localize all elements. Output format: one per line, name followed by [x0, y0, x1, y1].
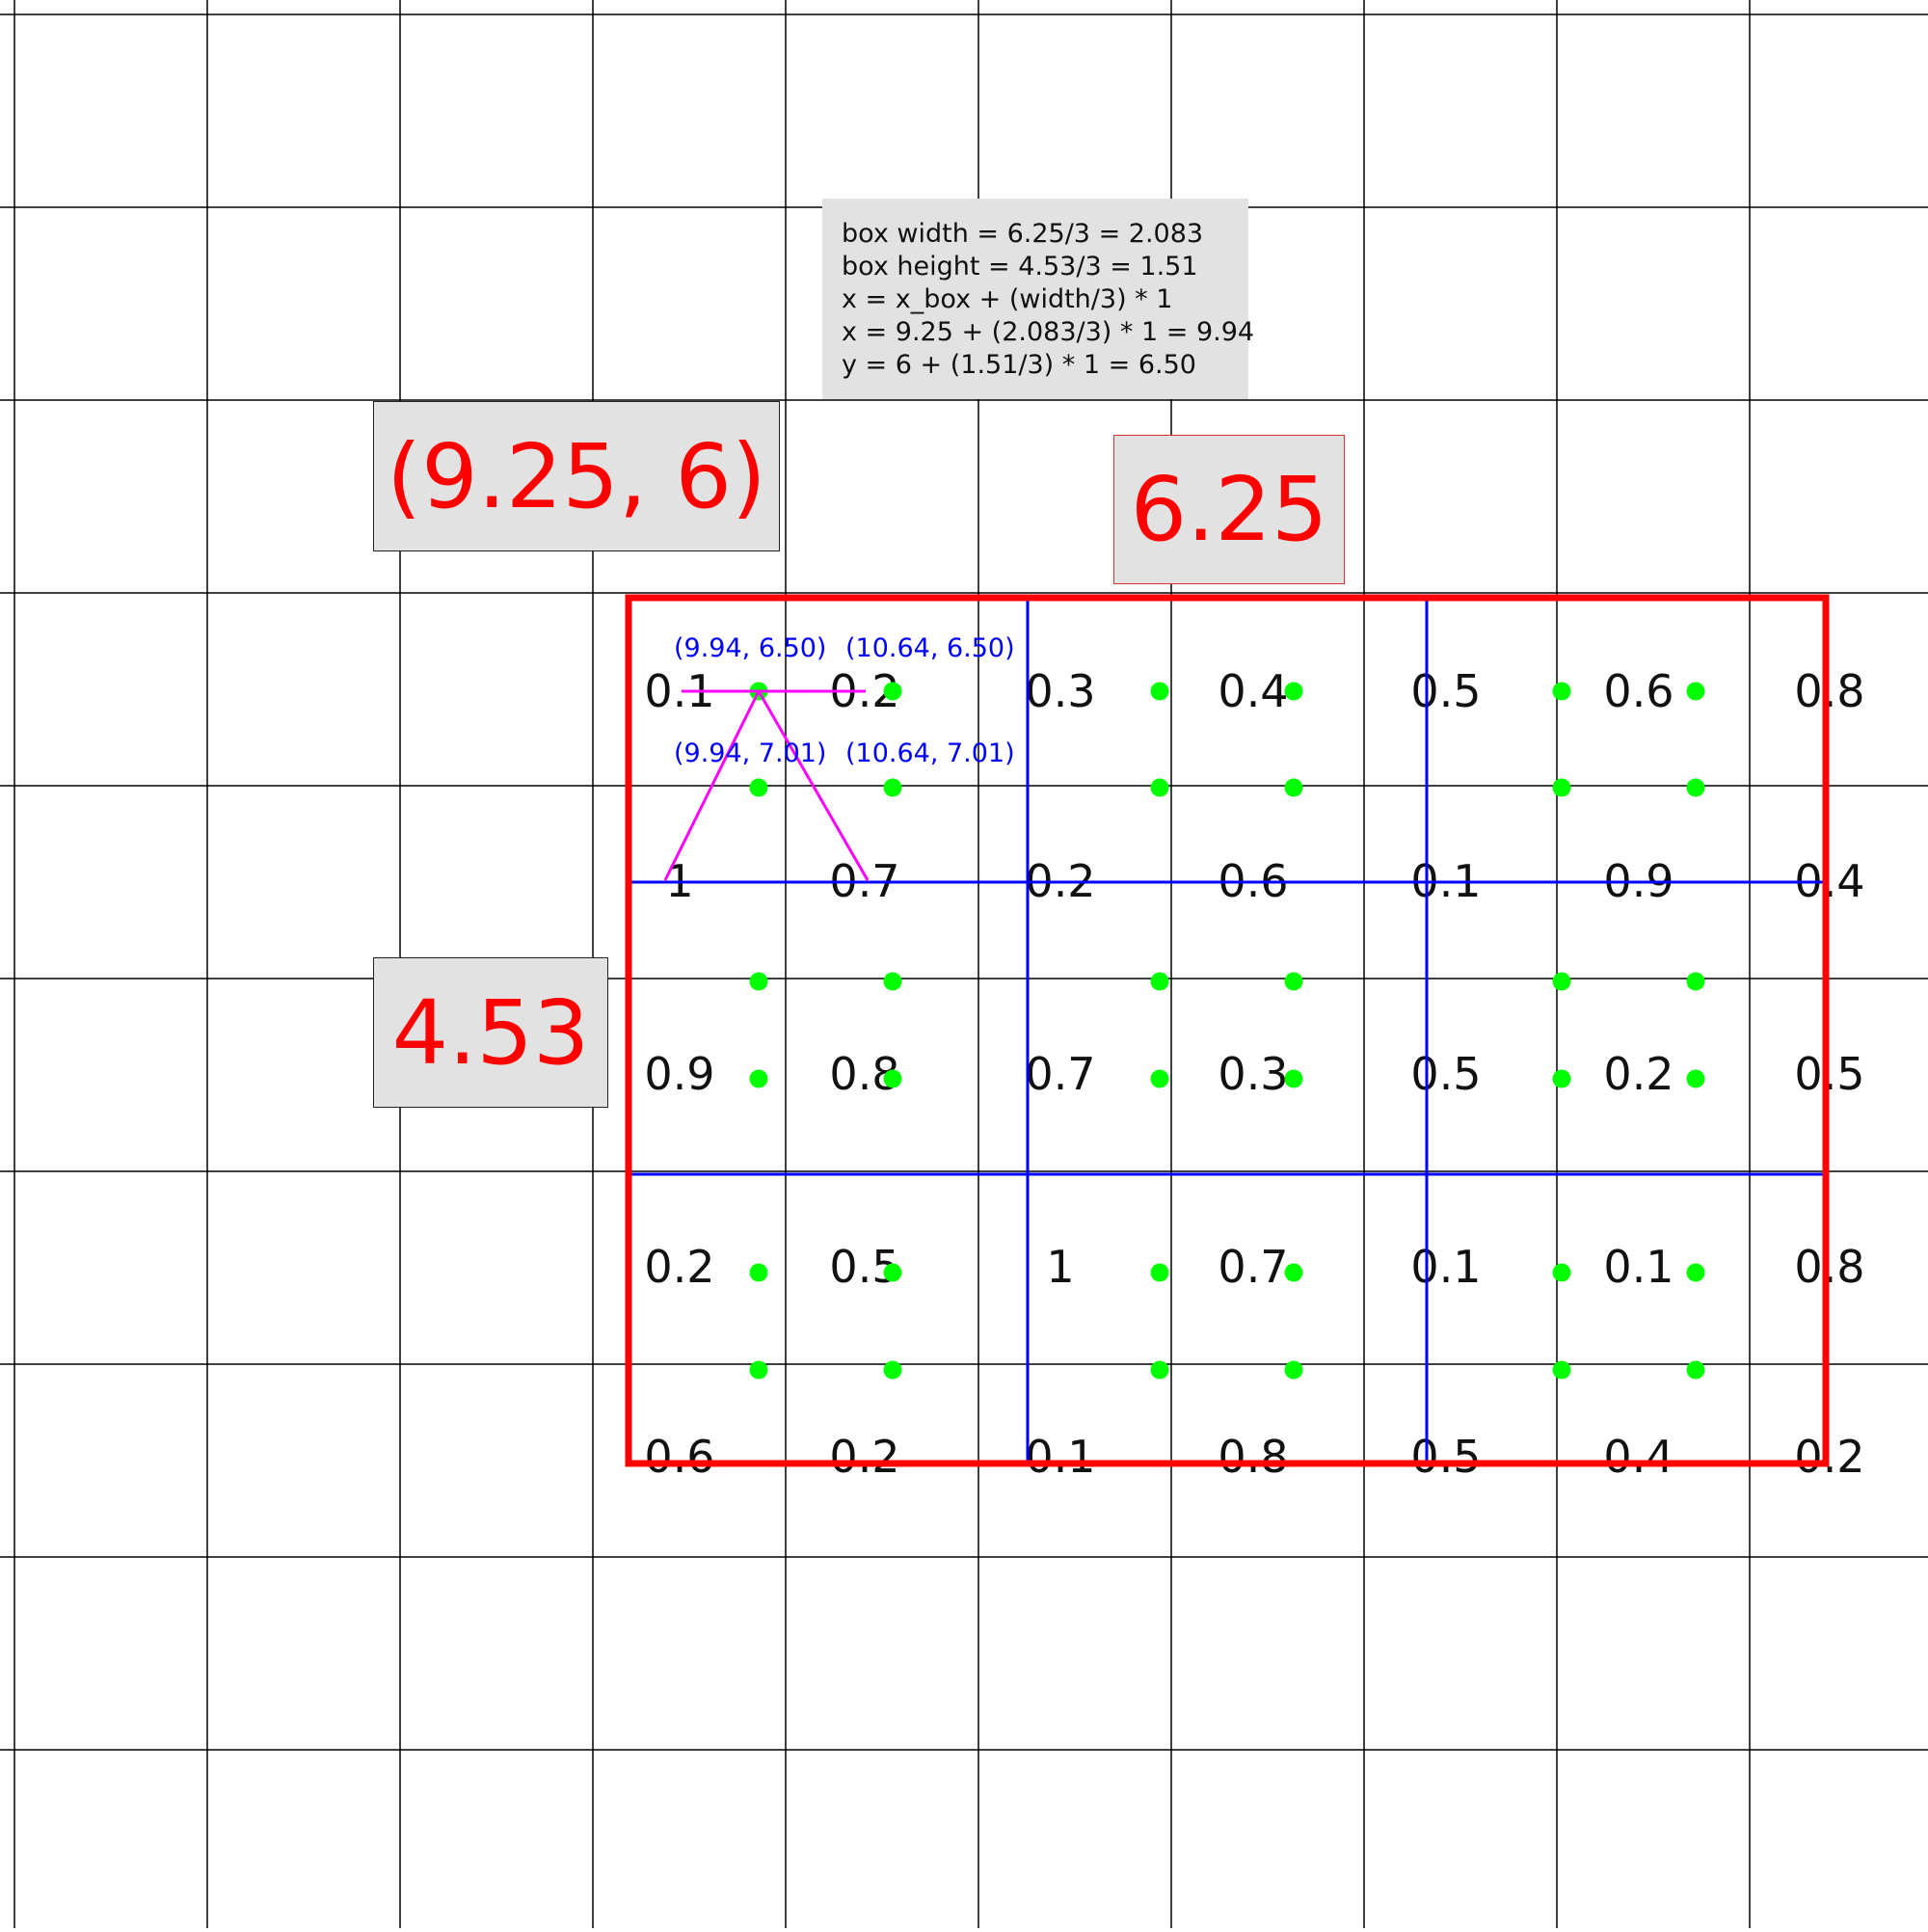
feature-value: 0.5: [1410, 665, 1481, 717]
feature-value: 0.5: [1410, 1048, 1481, 1100]
feature-value: 0.2: [1794, 1431, 1864, 1483]
sample-point: [1686, 1263, 1705, 1282]
sample-point: [1552, 778, 1571, 797]
interpolation-line: [757, 690, 870, 881]
feature-value: 0.6: [1603, 665, 1674, 717]
sample-point-coordinate: (10.64, 6.50): [845, 633, 1015, 663]
sample-point: [883, 972, 902, 991]
interpolation-line: [663, 690, 761, 881]
formula-line: box width = 6.25/3 = 2.083: [842, 219, 1204, 249]
formula-line: x = 9.25 + (2.083/3) * 1 = 9.94: [842, 317, 1255, 347]
roi-box: [625, 594, 1830, 1467]
feature-value: 0.8: [1218, 1431, 1288, 1483]
feature-value: 0.4: [1218, 665, 1288, 717]
sample-point: [1150, 1263, 1169, 1282]
feature-value: 0.3: [1025, 665, 1095, 717]
sample-point: [749, 1069, 768, 1088]
sample-point: [1150, 682, 1169, 701]
sample-point: [883, 778, 902, 797]
formula-line: x = x_box + (width/3) * 1: [842, 284, 1173, 314]
feature-value: 0.2: [829, 1431, 899, 1483]
sample-point: [883, 682, 902, 701]
sample-point: [883, 1263, 902, 1282]
sample-point: [1686, 682, 1705, 701]
formula-line: box height = 4.53/3 = 1.51: [842, 252, 1198, 282]
sample-point: [1686, 778, 1705, 797]
sample-point-coordinate: (9.94, 7.01): [674, 738, 826, 768]
feature-value: 1: [1046, 1241, 1074, 1293]
formula-panel: box width = 6.25/3 = 2.083 box height = …: [822, 199, 1255, 399]
sample-point: [1552, 1360, 1571, 1380]
sample-point: [749, 972, 768, 991]
sample-point: [1552, 682, 1571, 701]
sample-point: [1284, 1069, 1303, 1088]
sample-point: [1150, 972, 1169, 991]
feature-value: 0.2: [1603, 1048, 1674, 1100]
sample-point: [883, 1360, 902, 1380]
sample-point: [1150, 1360, 1169, 1380]
sample-point: [1284, 1263, 1303, 1282]
sample-point: [1686, 1069, 1705, 1088]
sample-point: [1552, 1263, 1571, 1282]
sample-point: [1150, 778, 1169, 797]
feature-value: 0.4: [1603, 1431, 1674, 1483]
feature-value: 0.7: [1025, 1048, 1095, 1100]
feature-value: 0.5: [1410, 1431, 1481, 1483]
sample-point: [883, 1069, 902, 1088]
feature-value: 0.3: [1218, 1048, 1288, 1100]
feature-value: 0.6: [644, 1431, 714, 1483]
sample-point-coordinate: (9.94, 6.50): [674, 633, 826, 663]
sample-point: [1552, 972, 1571, 991]
sample-point: [749, 778, 768, 797]
sample-point: [1686, 1360, 1705, 1380]
sample-point: [1150, 1069, 1169, 1088]
sample-point: [1284, 1360, 1303, 1380]
feature-value: 0.1: [1025, 1431, 1095, 1483]
sample-point: [749, 1360, 768, 1380]
feature-value: 0.5: [1794, 1048, 1864, 1100]
roi-corner-label: (9.25, 6): [373, 401, 780, 551]
sample-point: [1686, 972, 1705, 991]
formula-line: y = 6 + (1.51/3) * 1 = 6.50: [842, 350, 1196, 380]
feature-value: 0.7: [1218, 1241, 1288, 1293]
sample-point-coordinate: (10.64, 7.01): [845, 738, 1015, 768]
sample-point: [749, 1263, 768, 1282]
roi-width-label: 6.25: [1113, 435, 1345, 584]
feature-value: 0.8: [1794, 1241, 1864, 1293]
roi-height-label: 4.53: [373, 957, 608, 1108]
sample-point: [1284, 778, 1303, 797]
feature-value: 0.1: [1603, 1241, 1674, 1293]
feature-value: 0.9: [644, 1048, 714, 1100]
sample-point: [1552, 1069, 1571, 1088]
feature-value: 0.8: [1794, 665, 1864, 717]
sample-point: [1284, 682, 1303, 701]
feature-value: 0.1: [1410, 1241, 1481, 1293]
feature-value: 0.2: [644, 1241, 714, 1293]
sample-point: [1284, 972, 1303, 991]
